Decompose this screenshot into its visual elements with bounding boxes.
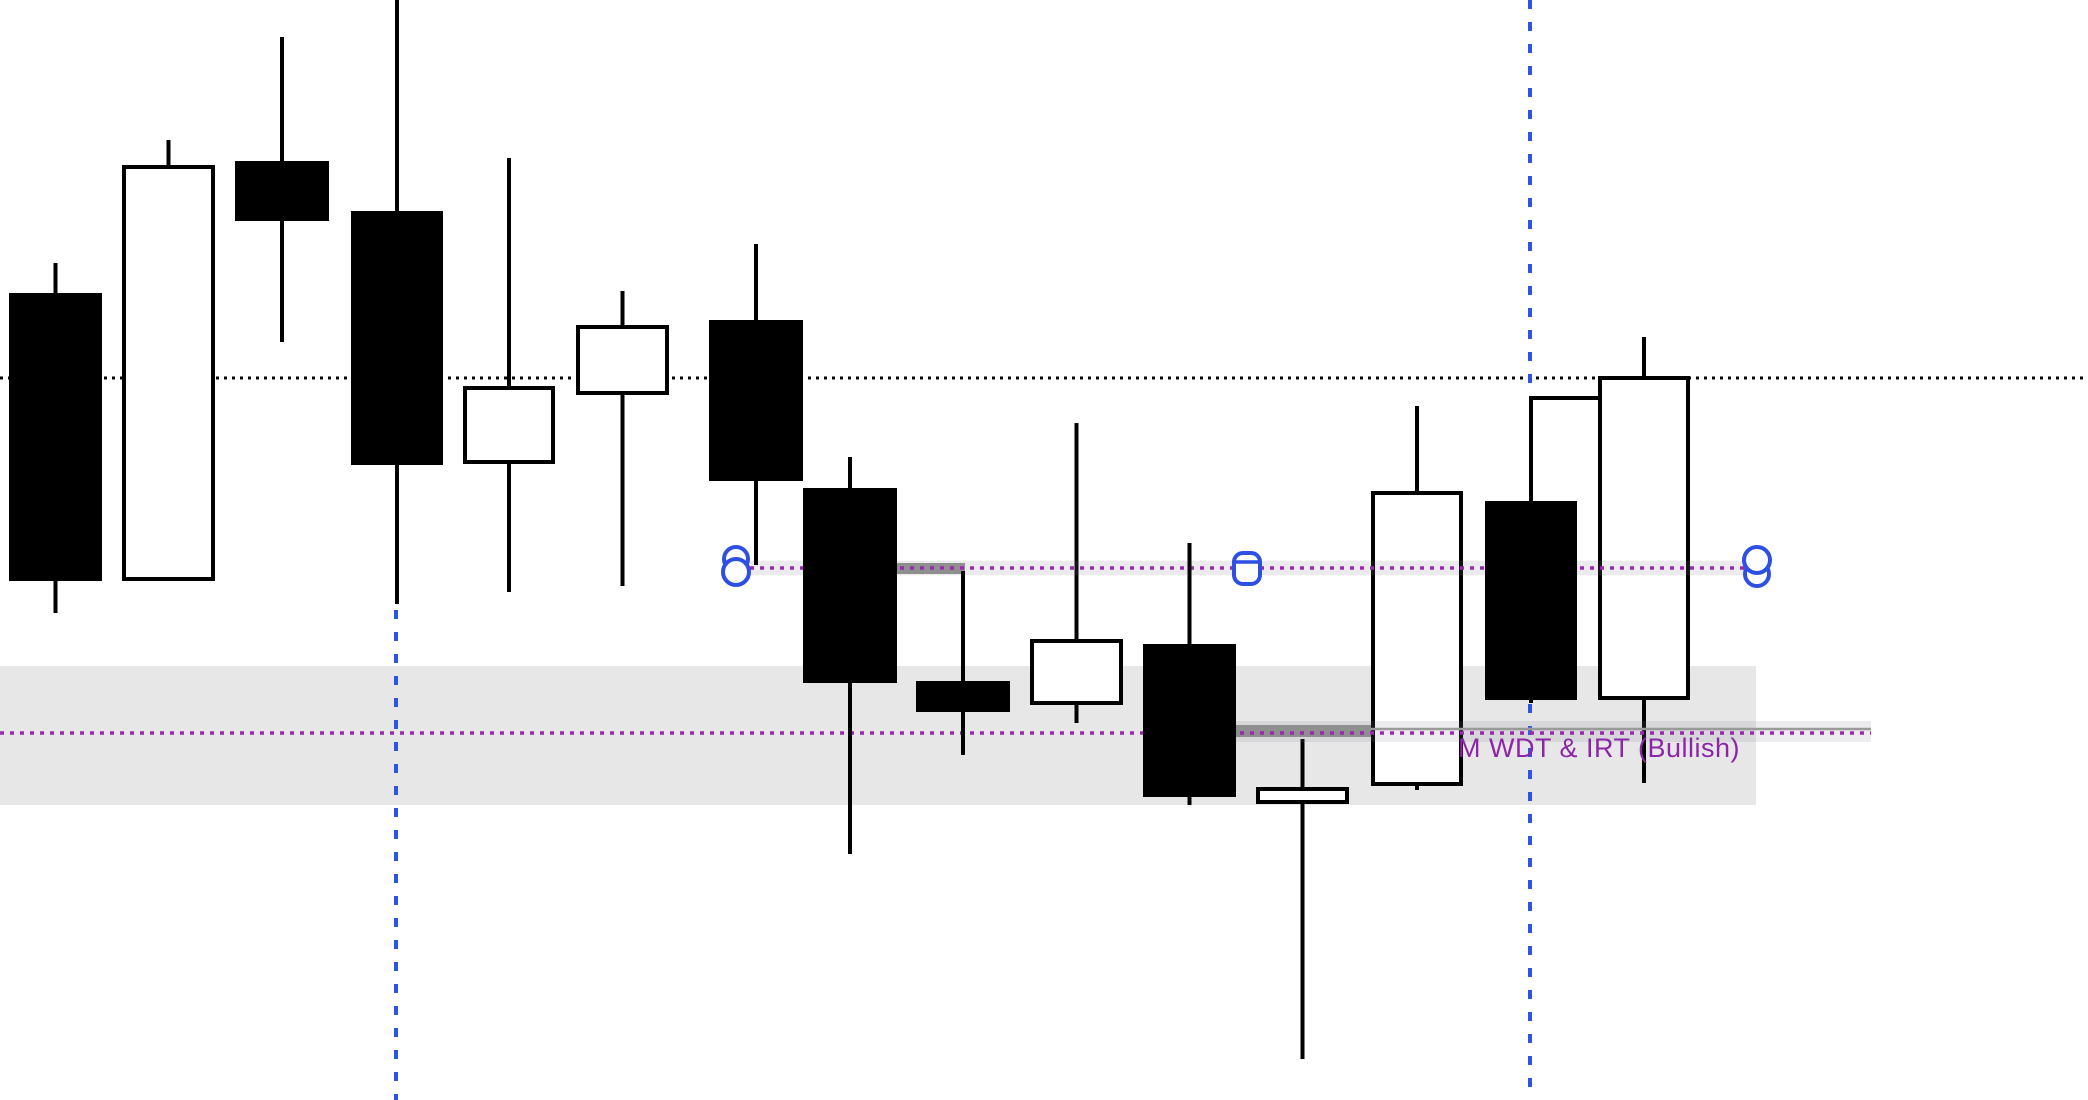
candle-10-body (1030, 639, 1123, 705)
gray-fill-segment-2 (1235, 725, 1371, 737)
candle-7-body (709, 320, 803, 481)
candle-1-body (9, 293, 102, 581)
candle-6-body (576, 325, 669, 395)
drawing-anchor-handle-1[interactable] (721, 557, 751, 587)
candle-11-body (1143, 644, 1236, 797)
candle-15-body (1598, 376, 1690, 700)
candle-12-body (1256, 787, 1349, 804)
gray-zone (0, 666, 1756, 805)
drawing-anchor-handle-2[interactable] (1232, 551, 1262, 586)
candle-9-body (916, 681, 1010, 712)
candle-5-body (463, 386, 555, 464)
candle-4-body (351, 211, 443, 465)
candle-3-body (235, 161, 329, 221)
step-shape-fill (1527, 396, 1604, 503)
drawing-anchor-handle-3[interactable] (1742, 545, 1772, 575)
candle-8-body (803, 488, 897, 683)
candle-14-body (1485, 501, 1577, 700)
candle-13-body (1371, 491, 1463, 786)
candle-2-body (122, 165, 215, 581)
pattern-label[interactable]: M WDT & IRT (Bullish) (1458, 733, 1740, 763)
